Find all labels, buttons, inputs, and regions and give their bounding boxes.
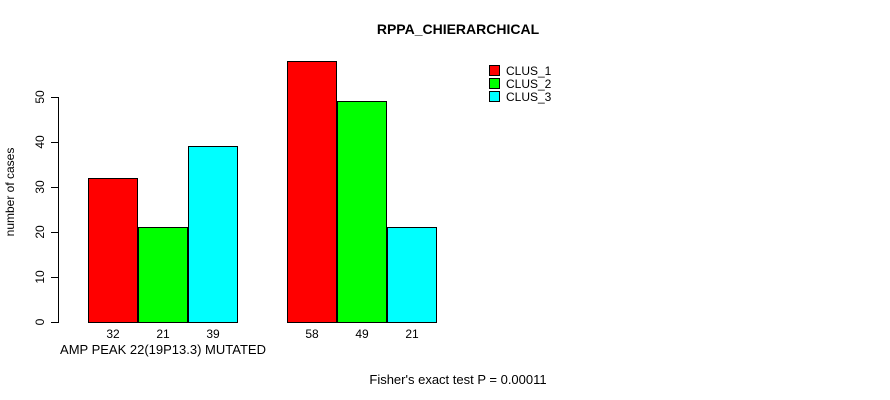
y-tick-label: 40 [33,135,47,149]
bar-value-label: 32 [106,327,120,341]
legend-swatch-clus_3 [489,91,500,102]
bar-value-label: 49 [355,327,369,341]
legend-row: CLUS_1 [489,63,552,78]
bar-clus_1-group1 [88,178,138,323]
y-axis-label: number of cases [3,147,17,237]
bar-clus_2-group2 [337,101,387,323]
bar-clus_3-group1 [188,146,238,323]
y-tick-mark [51,277,58,278]
legend-label: CLUS_1 [506,63,552,78]
y-tick-label: 20 [33,225,47,239]
bar-clus_3-group2 [387,227,437,323]
legend-label: CLUS_3 [506,89,552,104]
y-tick-mark [51,142,58,143]
bar-value-label: 21 [156,327,170,341]
y-tick-label: 0 [33,318,47,326]
bar-value-label: 39 [206,327,220,341]
legend-row: CLUS_2 [489,76,552,91]
y-tick-label: 10 [33,270,47,284]
legend-swatch-clus_1 [489,65,500,76]
bar-value-label: 21 [405,327,419,341]
bar-clus_2-group1 [138,227,188,323]
y-tick-label: 30 [33,180,47,194]
chart-title: RPPA_CHIERARCHICAL [376,21,540,37]
bar-value-label: 58 [305,327,319,341]
bar-clus_1-group2 [287,61,337,323]
y-tick-mark [51,187,58,188]
y-tick-mark [51,232,58,233]
y-tick-mark [51,97,58,98]
legend-label: CLUS_2 [506,76,552,91]
y-tick-label: 50 [33,90,47,104]
legend-row: CLUS_3 [489,89,552,104]
legend: CLUS_1 CLUS_2 CLUS_3 [489,63,552,104]
y-tick-mark [51,322,58,323]
group-axis-label: AMP PEAK 22(19P13.3) MUTATED [60,342,266,357]
legend-swatch-clus_2 [489,78,500,89]
y-axis-line [58,97,59,323]
fishers-test-annotation: Fisher's exact test P = 0.00011 [369,372,547,387]
